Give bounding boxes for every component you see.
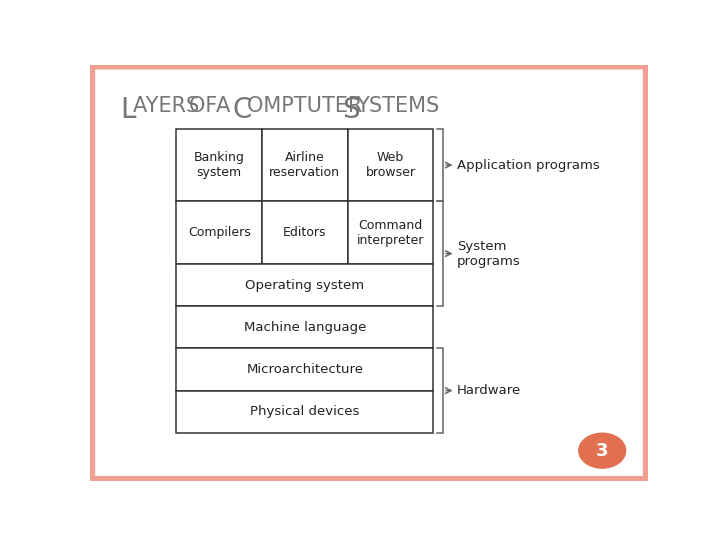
- Text: Microarchitecture: Microarchitecture: [246, 363, 364, 376]
- Text: S: S: [342, 96, 360, 124]
- Bar: [348, 201, 433, 264]
- Text: OF: OF: [189, 96, 224, 116]
- FancyBboxPatch shape: [91, 66, 647, 480]
- Text: Operating system: Operating system: [246, 279, 364, 292]
- Text: Hardware: Hardware: [457, 384, 521, 397]
- Circle shape: [579, 433, 626, 468]
- Text: OMPTUTER: OMPTUTER: [248, 96, 369, 116]
- Text: AYERS: AYERS: [132, 96, 206, 116]
- Text: Editors: Editors: [283, 226, 327, 239]
- Bar: [176, 306, 433, 348]
- Text: Web
browser: Web browser: [365, 151, 415, 179]
- Text: YSTEMS: YSTEMS: [356, 96, 439, 116]
- Bar: [262, 201, 348, 264]
- Bar: [176, 264, 433, 306]
- Bar: [176, 390, 433, 433]
- Text: System
programs: System programs: [457, 240, 521, 268]
- Bar: [348, 129, 433, 201]
- Text: 3: 3: [596, 442, 608, 460]
- Bar: [176, 129, 262, 201]
- Text: Physical devices: Physical devices: [250, 405, 359, 418]
- Bar: [262, 129, 348, 201]
- Text: Airline
reservation: Airline reservation: [269, 151, 341, 179]
- Text: A: A: [216, 96, 237, 116]
- Text: Compilers: Compilers: [188, 226, 251, 239]
- Text: L: L: [121, 96, 136, 124]
- Text: Application programs: Application programs: [457, 159, 600, 172]
- Text: C: C: [233, 96, 252, 124]
- Text: Banking
system: Banking system: [194, 151, 245, 179]
- Bar: [176, 201, 262, 264]
- Bar: [176, 348, 433, 390]
- Text: Machine language: Machine language: [243, 321, 366, 334]
- Text: Command
interpreter: Command interpreter: [356, 219, 424, 247]
